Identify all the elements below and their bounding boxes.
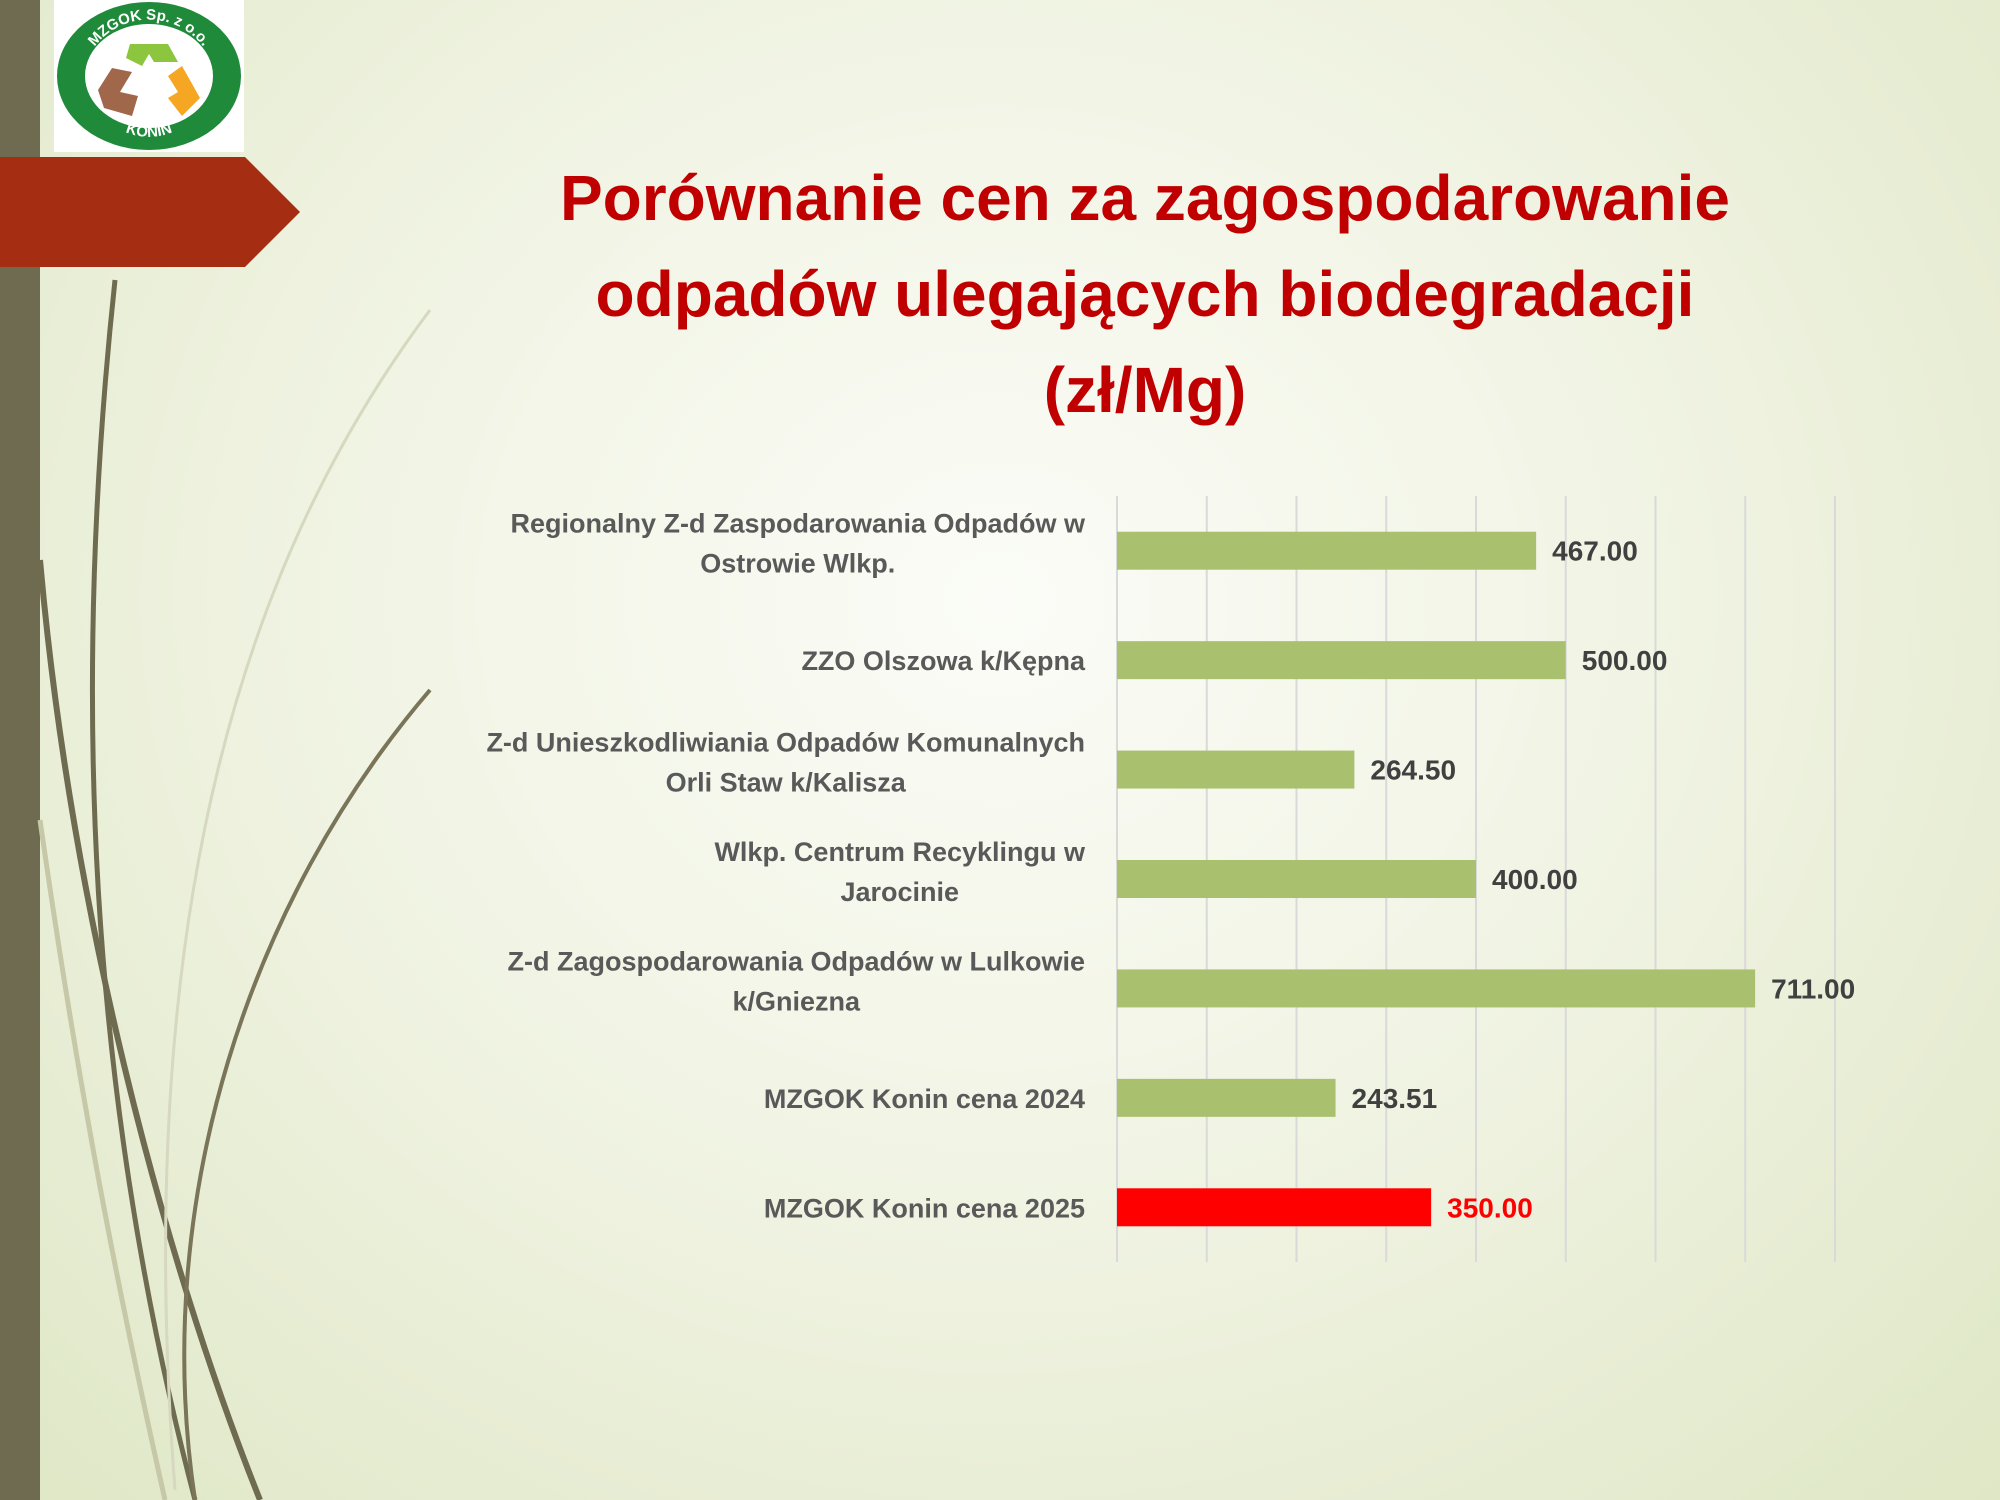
logo: MZGOK Sp. z o.o. KONIN (54, 0, 244, 152)
value-label-6: 243.51 (1352, 1083, 1438, 1114)
arrow-banner (0, 157, 300, 267)
category-label-6: MZGOK Konin cena 2024 (764, 1084, 1085, 1114)
category-label-line: k/Gniezna (732, 986, 861, 1016)
recycling-logo-icon: MZGOK Sp. z o.o. KONIN (57, 2, 241, 150)
category-label-line: MZGOK Konin cena 2024 (764, 1084, 1085, 1114)
title-line-1: Porównanie cen za zagospodarowanie (559, 162, 1731, 234)
bar-6 (1117, 1078, 1336, 1117)
category-label-2: ZZO Olszowa k/Kępna (801, 646, 1086, 676)
value-label-4: 400.00 (1492, 864, 1578, 895)
value-label-2: 500.00 (1582, 645, 1668, 676)
category-label-line: Orli Staw k/Kalisza (666, 768, 907, 798)
svg-text:KONIN: KONIN (124, 120, 174, 141)
chart-value-labels: 467.00 500.00 264.50 400.00 711.00 243.51 350.… (1352, 536, 1856, 1224)
category-label-4: Wlkp. Centrum Recyklingu w Jarocinie (714, 837, 1086, 907)
bar-5 (1117, 969, 1756, 1008)
category-label-line: Wlkp. Centrum Recyklingu w (714, 837, 1086, 867)
value-label-1: 467.00 (1552, 536, 1638, 567)
category-label-line: Z-d Unieszkodliwiania Odpadów Komunalnyc… (486, 728, 1085, 758)
bar-7 (1117, 1188, 1432, 1227)
title-line-2: odpadów ulegających biodegradacji (595, 258, 1695, 330)
value-label-3: 264.50 (1370, 755, 1456, 786)
category-label-line: Ostrowie Wlkp. (700, 549, 895, 579)
category-label-line: Z-d Zagospodarowania Odpadów w Lulkowie (507, 946, 1085, 976)
bar-4 (1117, 860, 1476, 898)
page-title: Porównanie cen za zagospodarowanie odpad… (470, 150, 1820, 438)
value-label-5: 711.00 (1771, 973, 1855, 1004)
category-label-line: Jarocinie (840, 877, 959, 907)
category-label-1: Regionalny Z-d Zaspodarowania Odpadów w O… (510, 509, 1086, 579)
category-label-7: MZGOK Konin cena 2025 (764, 1193, 1085, 1223)
value-label-7: 350.00 (1447, 1192, 1533, 1223)
chart-category-labels: Regionalny Z-d Zaspodarowania Odpadów w O… (486, 509, 1086, 1224)
bar-1 (1117, 531, 1537, 570)
category-label-line: ZZO Olszowa k/Kępna (801, 646, 1086, 676)
category-label-line: MZGOK Konin cena 2025 (764, 1193, 1085, 1223)
category-label-5: Z-d Zagospodarowania Odpadów w Lulkowie k… (507, 946, 1085, 1016)
bar-3 (1117, 750, 1355, 789)
chart-bars (1117, 531, 1756, 1227)
logo-bottom-text: KONIN (124, 120, 174, 141)
title-line-3: (zł/Mg) (1043, 354, 1247, 426)
category-label-line: Regionalny Z-d Zaspodarowania Odpadów w (510, 509, 1086, 539)
category-label-3: Z-d Unieszkodliwiania Odpadów Komunalnyc… (486, 728, 1085, 798)
bar-2 (1117, 641, 1566, 680)
